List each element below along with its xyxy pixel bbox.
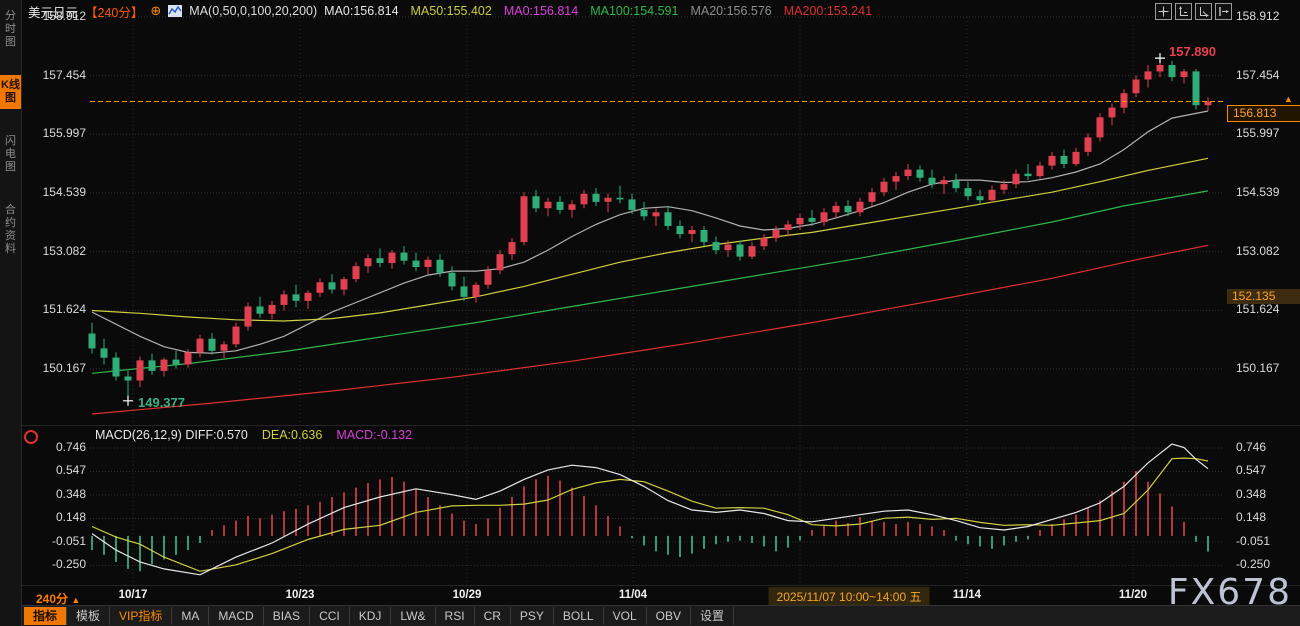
x-axis-label: 11/20 [1118,589,1148,601]
y-axis-label-left: 155.997 [42,126,86,141]
axis-zoom-horizontal-icon[interactable] [1195,3,1212,20]
macd-value: MACD:-0.132 [336,428,413,442]
x-axis-label: 11/14 [952,589,982,601]
tab-vol[interactable]: VOL [604,607,647,625]
ma-value-label: MA20:156.576 [690,4,772,18]
sidebar-item-kline-chart[interactable]: K线图 [0,75,21,109]
x-axis-label: 10/17 [118,589,148,601]
ma-settings-label: MA(0,50,0,100,20,200) [189,4,318,18]
macd-axis-label-right: 0.148 [1236,510,1267,525]
tab-bias[interactable]: BIAS [264,607,311,625]
panel-divider [21,425,1300,426]
reference-price-tag: 152.135 [1227,288,1300,304]
macd-axis-label-right: 0.348 [1236,486,1267,501]
tab-macd[interactable]: MACD [209,607,264,625]
y-axis-label-left: 154.539 [42,185,86,200]
tab-vip-indicator[interactable]: VIP指标 [110,607,173,625]
tab-psy[interactable]: PSY [511,607,554,625]
ma-value-label: MA0:156.814 [324,4,399,18]
chart-header: 美元日元 【240分】 ⊕ MA(0,50,0,100,20,200) MA0:… [28,3,872,20]
left-sidebar: 分时图 K线图 闪电图 合约资料 [0,0,22,626]
y-axis-label-right: 154.539 [1236,185,1280,200]
macd-dea-value: DEA:0.636 [261,428,323,442]
low-price-label: 149.377 [138,394,185,410]
axis-zoom-vertical-icon[interactable] [1175,3,1192,20]
date-axis: 2025/11/07 10:00~14:00 五 10/17 10/23 10/29… [0,586,1300,606]
tab-kdj[interactable]: KDJ [350,607,392,625]
x-axis-label: 10/23 [285,589,315,601]
hover-date-tag: 2025/11/07 10:00~14:00 五 [768,587,930,606]
y-axis-label-left: 151.624 [42,302,86,317]
ma-line-MA50 [91,157,1209,322]
y-axis-label-left: 157.454 [42,67,86,82]
macd-axis-label-left: -0.051 [51,533,86,548]
macd-axis-label-left: 0.746 [55,440,86,454]
ma-line-MA20 [91,110,1209,354]
tab-ma[interactable]: MA [172,607,210,625]
ma-line-MA100 [91,190,1209,374]
macd-axis-label-left: 0.148 [55,510,86,525]
macd-axis-label-right: 0.547 [1236,463,1267,478]
macd-axis-label-right: -0.250 [1236,557,1271,572]
last-price-arrow-icon: ▲ [1284,93,1293,104]
add-indicator-icon[interactable]: ⊕ [150,3,162,18]
tab-rsi[interactable]: RSI [436,607,475,625]
macd-axis-label-left: -0.250 [51,557,86,572]
indicator-settings-icon[interactable] [24,430,38,444]
y-axis-label-right: 157.454 [1236,67,1280,82]
y-axis-label-left: 158.912 [42,9,86,23]
macd-axis-label-left: 0.348 [55,486,86,501]
ma-value-label: MA100:154.591 [590,4,679,18]
x-axis-label: 10/29 [452,589,482,601]
y-axis-label-right: 153.082 [1236,243,1280,258]
tab-obv[interactable]: OBV [647,607,691,625]
y-axis-label-right: 151.624 [1236,302,1280,317]
y-axis-label-left: 153.082 [42,243,86,258]
ma-values: MA0:156.814 MA50:155.402 MA0:156.814 MA100:… [324,4,872,18]
y-axis-label-right: 150.167 [1236,361,1280,375]
chart-tools [1155,3,1232,20]
collapse-panel-icon[interactable] [1215,3,1232,20]
high-price-label: 157.890 [1169,44,1216,60]
sidebar-item-minute-chart[interactable]: 分时图 [5,10,16,48]
macd-axis-label-right: 0.746 [1236,440,1267,454]
y-axis-label-right: 155.997 [1236,126,1280,141]
sidebar-item-contract-info[interactable]: 合约资料 [5,204,16,255]
ma-value-label: MA50:155.402 [410,4,492,18]
tab-boll[interactable]: BOLL [554,607,604,625]
tab-indicator[interactable]: 指标 [24,607,68,625]
indicator-toolbar: 指标 模板 VIP指标 MA MACD BIAS CCI KDJ LW& RSI CR PSY BOLL… [21,605,1300,626]
y-axis-label-left: 150.167 [42,361,86,375]
tab-cr[interactable]: CR [475,607,511,625]
axis-divider [21,585,1300,586]
last-price-tag: 156.813 [1227,105,1300,123]
macd-axis-label-right: -0.051 [1236,533,1271,548]
x-axis-label: 11/04 [618,589,648,601]
ma-line-MA200 [91,244,1209,415]
macd-title: MACD(26,12,9) DIFF:0.570 [95,428,248,442]
crosshair-icon[interactable] [1155,3,1172,20]
macd-axis-label-left: 0.547 [55,463,86,478]
period-status[interactable]: 240分 ▲ [36,592,81,606]
tab-lwr[interactable]: LW& [391,607,436,625]
period-label: 【240分】 [85,5,144,20]
tab-cci[interactable]: CCI [310,607,350,625]
y-axis-label-right: 158.912 [1236,9,1280,23]
macd-header: MACD(26,12,9) DIFF:0.570 DEA:0.636 MACD:… [95,428,412,442]
tab-settings[interactable]: 设置 [691,607,734,625]
symbol-name: 美元日元 [28,5,79,20]
sidebar-item-lightning-chart[interactable]: 闪电图 [5,135,16,173]
ma-value-label: MA200:153.241 [783,4,873,18]
ma-value-label: MA0:156.814 [503,4,579,18]
tab-template[interactable]: 模板 [67,607,111,625]
chart-type-icon [168,5,183,17]
